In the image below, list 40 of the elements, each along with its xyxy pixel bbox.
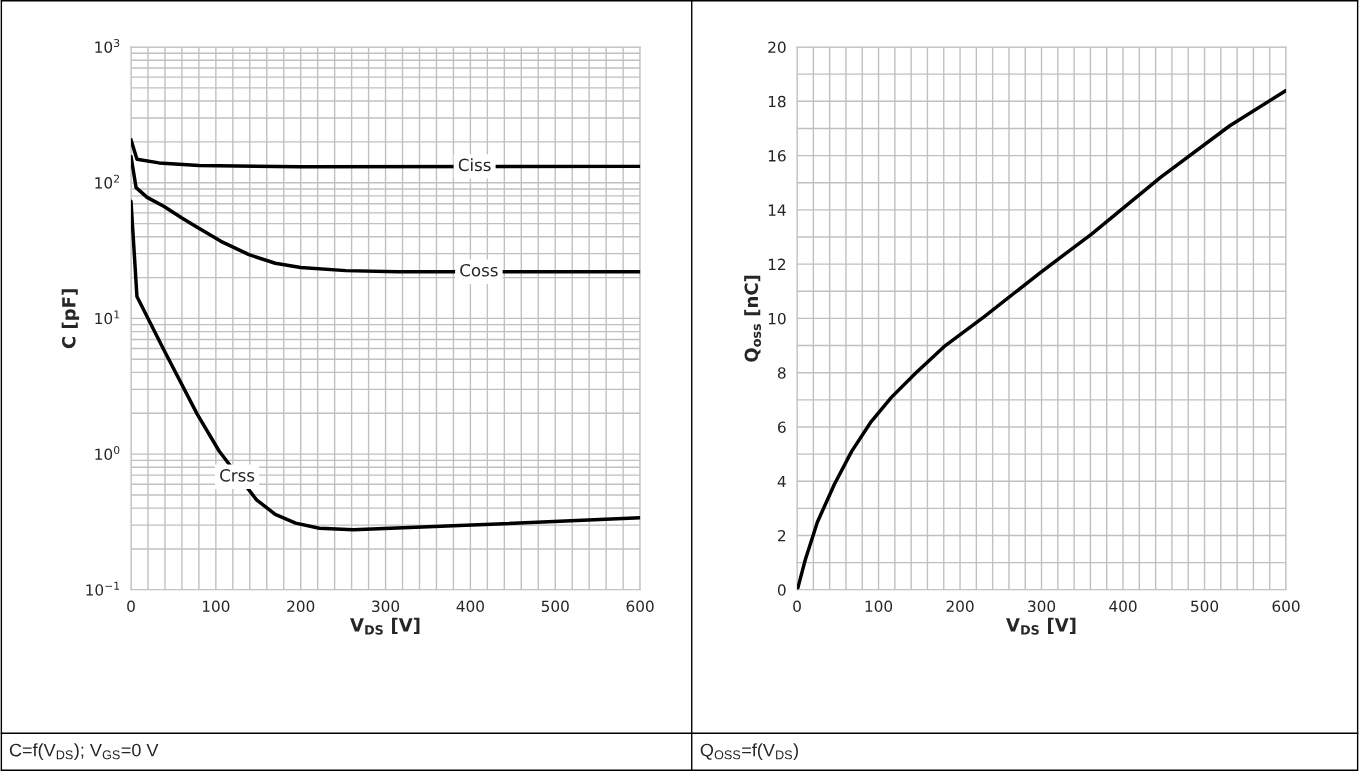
x-axis-title: V$_{DS}$ [V] bbox=[350, 617, 420, 635]
y-tick-label: 4 bbox=[777, 475, 786, 488]
x-tick-label: 400 bbox=[456, 600, 484, 613]
annotation: Ciss bbox=[458, 158, 491, 172]
line-series bbox=[131, 199, 641, 532]
y-tick-label: 16 bbox=[768, 150, 786, 162]
y-tick-label: 10$^{−1}$ bbox=[86, 581, 120, 596]
y-axis-title: C [pF] bbox=[61, 289, 80, 349]
y-tick-label: 14 bbox=[768, 204, 786, 216]
y-tick-label: 10$^{3}$ bbox=[95, 38, 120, 53]
x-tick-label: 300 bbox=[372, 600, 400, 613]
y-tick-label: 10$^{2}$ bbox=[95, 174, 120, 189]
x-axis-title: V$_{DS}$ [V] bbox=[1006, 617, 1076, 635]
x-tick-label: 200 bbox=[287, 600, 315, 613]
y-tick-label: 10$^{1}$ bbox=[95, 310, 120, 325]
x-tick-label: 200 bbox=[946, 600, 974, 613]
y-tick-label: 18 bbox=[768, 95, 786, 108]
x-tick-label: 0 bbox=[127, 600, 135, 613]
y-tick-label: 10 bbox=[768, 312, 786, 325]
x-tick-label: 600 bbox=[626, 600, 654, 613]
y-axis-title: Q$_{oss}$ [nC] bbox=[744, 275, 762, 362]
x-tick-label: 100 bbox=[202, 600, 230, 613]
y-tick-label: 12 bbox=[768, 258, 786, 270]
text: C=f(V$_{DS}$); V$_{GS}$=0 V bbox=[9, 743, 159, 761]
x-tick-label: 500 bbox=[541, 600, 569, 613]
y-tick-label: 20 bbox=[768, 41, 786, 54]
y-tick-label: 0 bbox=[777, 584, 786, 596]
y-tick-label: 10$^{0}$ bbox=[95, 446, 120, 461]
x-tick-label: 600 bbox=[1272, 600, 1300, 613]
x-tick-label: 0 bbox=[793, 600, 801, 613]
y-tick-label: 2 bbox=[778, 530, 786, 542]
y-tick-label: 6 bbox=[777, 421, 786, 433]
x-tick-label: 300 bbox=[1028, 600, 1056, 613]
annotation: Crss bbox=[220, 469, 255, 482]
x-tick-label: 400 bbox=[1109, 600, 1137, 613]
x-tick-label: 500 bbox=[1191, 600, 1219, 613]
annotation: Coss bbox=[460, 263, 498, 277]
x-tick-label: 100 bbox=[865, 600, 893, 613]
y-tick-label: 8 bbox=[777, 367, 786, 379]
text: Q$_{OSS}$=f(V$_{DS}$) bbox=[700, 743, 798, 761]
